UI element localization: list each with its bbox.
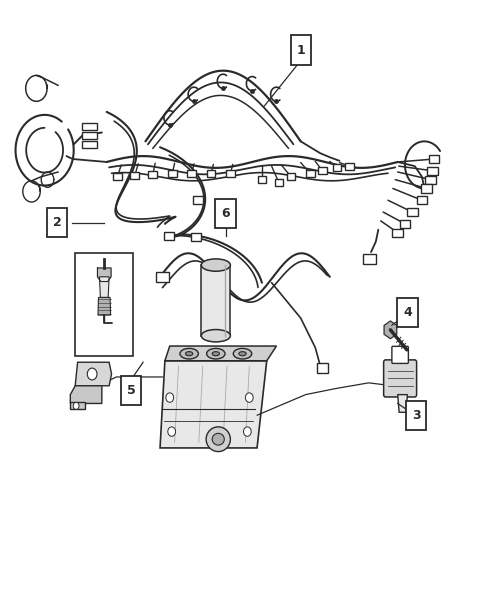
Bar: [416, 196, 426, 204]
Bar: [406, 208, 417, 216]
Bar: [82, 123, 97, 130]
Bar: [113, 173, 121, 180]
FancyBboxPatch shape: [391, 346, 408, 363]
Polygon shape: [75, 362, 111, 386]
Polygon shape: [397, 395, 407, 412]
Bar: [148, 171, 157, 178]
Bar: [399, 220, 409, 228]
Ellipse shape: [206, 349, 225, 359]
Polygon shape: [99, 277, 109, 297]
FancyBboxPatch shape: [121, 376, 141, 405]
Polygon shape: [98, 297, 110, 315]
Polygon shape: [70, 402, 85, 409]
Bar: [286, 173, 295, 180]
Bar: [156, 272, 168, 282]
Bar: [257, 176, 266, 183]
FancyBboxPatch shape: [215, 198, 235, 228]
Ellipse shape: [206, 427, 230, 452]
Circle shape: [87, 368, 97, 380]
Bar: [82, 141, 97, 148]
Bar: [164, 233, 173, 240]
Ellipse shape: [233, 349, 251, 359]
Polygon shape: [70, 386, 102, 403]
Bar: [193, 196, 202, 204]
Bar: [305, 170, 314, 177]
Polygon shape: [165, 346, 276, 360]
Text: 6: 6: [221, 207, 229, 220]
Bar: [274, 179, 283, 186]
Bar: [167, 170, 176, 177]
Bar: [332, 164, 341, 171]
Polygon shape: [160, 360, 266, 448]
Bar: [421, 184, 431, 193]
Ellipse shape: [180, 349, 198, 359]
Bar: [344, 163, 353, 170]
Bar: [226, 170, 234, 177]
Circle shape: [245, 393, 253, 402]
Text: 5: 5: [126, 384, 135, 397]
Circle shape: [166, 393, 173, 402]
FancyBboxPatch shape: [383, 360, 416, 397]
Text: 4: 4: [402, 306, 411, 319]
Circle shape: [243, 427, 251, 436]
Ellipse shape: [185, 352, 192, 356]
FancyBboxPatch shape: [396, 297, 417, 327]
FancyBboxPatch shape: [290, 35, 310, 65]
Ellipse shape: [212, 434, 224, 445]
Bar: [428, 155, 439, 163]
FancyBboxPatch shape: [405, 401, 425, 430]
Ellipse shape: [201, 259, 230, 271]
Bar: [424, 176, 435, 184]
Bar: [392, 229, 402, 237]
Polygon shape: [383, 321, 396, 339]
Bar: [130, 172, 139, 179]
Polygon shape: [97, 268, 111, 282]
Bar: [362, 254, 376, 264]
Bar: [82, 132, 97, 139]
Bar: [187, 170, 196, 177]
Ellipse shape: [238, 352, 245, 356]
Ellipse shape: [201, 330, 230, 342]
Bar: [317, 363, 327, 373]
Text: 3: 3: [411, 409, 420, 422]
Ellipse shape: [212, 352, 219, 356]
Polygon shape: [201, 265, 230, 336]
Bar: [75, 253, 133, 356]
Text: 2: 2: [53, 216, 61, 229]
Bar: [426, 167, 437, 175]
Text: 1: 1: [296, 44, 304, 57]
Circle shape: [167, 427, 175, 436]
Circle shape: [73, 402, 79, 409]
Bar: [318, 167, 326, 174]
FancyBboxPatch shape: [47, 208, 67, 237]
Bar: [206, 170, 215, 177]
Bar: [191, 233, 200, 241]
